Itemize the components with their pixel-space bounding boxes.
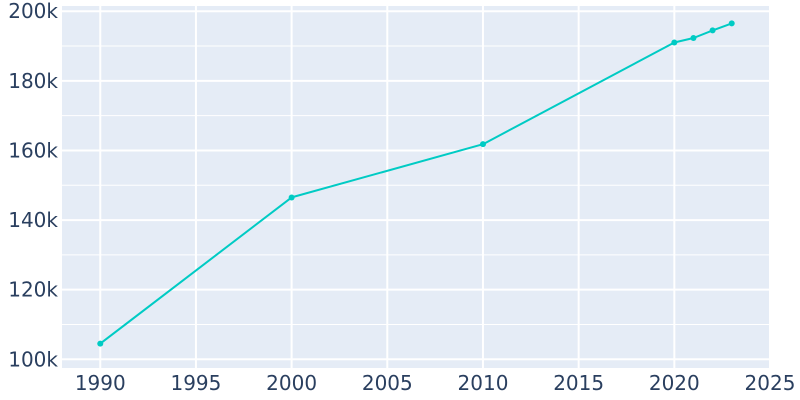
x-tick-label: 2015: [553, 371, 604, 395]
series-layer: [97, 20, 735, 347]
y-tick-label: 120k: [8, 278, 58, 302]
x-tick-label: 1995: [170, 371, 221, 395]
x-tick-label: 1990: [75, 371, 126, 395]
y-axis-tick-labels: 100k 120k 140k 160k 180k 200k: [8, 0, 58, 371]
minor-grid: [62, 45, 770, 325]
data-point: [709, 27, 716, 34]
x-tick-label: 2025: [745, 371, 796, 395]
x-tick-label: 2020: [649, 371, 700, 395]
x-axis-tick-labels: 1990 1995 2000 2005 2010 2015 2020 2025: [75, 371, 796, 395]
plot-area-background: [62, 6, 770, 368]
y-tick-label: 100k: [8, 347, 58, 371]
x-tick-label: 2000: [266, 371, 317, 395]
x-tick-label: 2005: [362, 371, 413, 395]
data-point: [97, 340, 104, 347]
major-grid: [62, 6, 771, 368]
x-tick-label: 2010: [458, 371, 509, 395]
y-tick-label: 140k: [8, 208, 58, 232]
data-point: [479, 141, 486, 148]
data-point: [728, 20, 735, 27]
data-point: [690, 35, 697, 42]
data-point: [671, 39, 678, 46]
y-tick-label: 160k: [8, 138, 58, 162]
y-tick-label: 180k: [8, 69, 58, 93]
y-tick-label: 200k: [8, 0, 58, 23]
data-point: [288, 194, 295, 201]
